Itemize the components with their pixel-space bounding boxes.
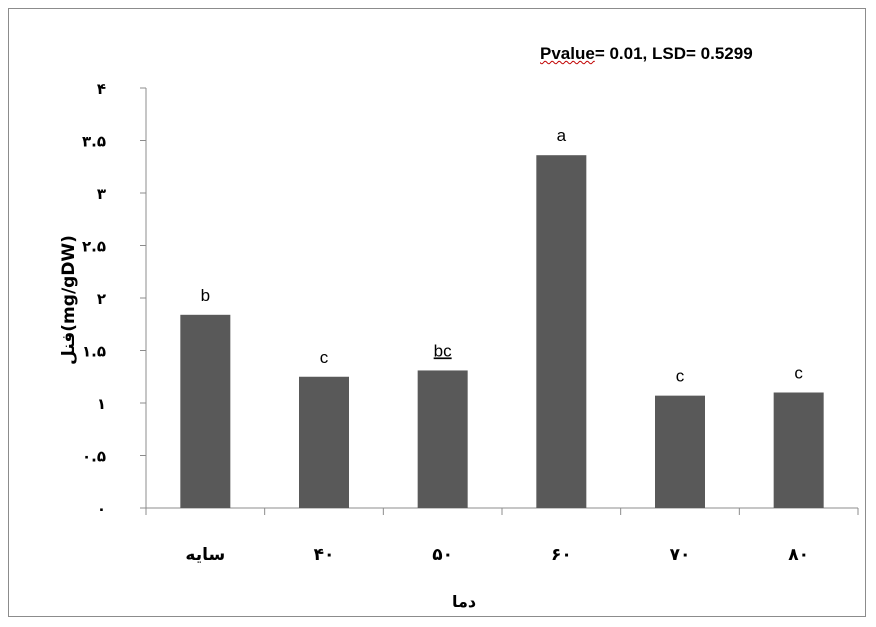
- bar-significance-letter: c: [320, 348, 329, 367]
- y-tick-label: ۲.۵: [82, 238, 106, 256]
- bar-significance-letter: a: [557, 126, 567, 145]
- x-tick-label: ۷۰: [670, 545, 691, 565]
- bar-significance-letter: bc: [434, 341, 452, 360]
- pvalue-word: Pvalue: [540, 44, 595, 63]
- bar: [773, 392, 824, 508]
- y-tick-label: ۲: [97, 290, 106, 308]
- stat-annotation: Pvalue= 0.01, LSD= 0.5299: [540, 44, 753, 64]
- y-tick-label: ۰.۵: [82, 448, 106, 466]
- x-tick-label: ۵۰: [432, 545, 453, 565]
- chart-frame: [8, 8, 866, 617]
- bar: [299, 376, 349, 508]
- bar: [536, 155, 587, 508]
- y-axis-title: فنل(mg/gDW): [58, 235, 79, 365]
- x-axis-title: دما: [451, 592, 477, 611]
- y-tick-label: ۴: [97, 80, 106, 98]
- y-tick-label: ۳: [97, 185, 106, 203]
- bar: [655, 395, 705, 508]
- y-tick-label: ۱.۵: [82, 343, 106, 361]
- x-tick-label: ۶۰: [551, 545, 572, 565]
- bar-significance-letter: b: [201, 286, 210, 305]
- bar-significance-letter: c: [676, 367, 685, 386]
- y-tick-label: ۳.۵: [82, 133, 106, 151]
- x-tick-label: سایه: [185, 545, 225, 565]
- stat-values: = 0.01, LSD= 0.5299: [594, 44, 753, 63]
- x-tick-label: ۸۰: [788, 545, 809, 565]
- bar: [417, 370, 468, 508]
- y-tick-label: ۱: [97, 395, 106, 413]
- bar-significance-letter: c: [794, 364, 803, 383]
- x-tick-label: ۴۰: [314, 545, 335, 565]
- y-tick-label: ۰: [97, 500, 106, 518]
- bar: [180, 314, 231, 508]
